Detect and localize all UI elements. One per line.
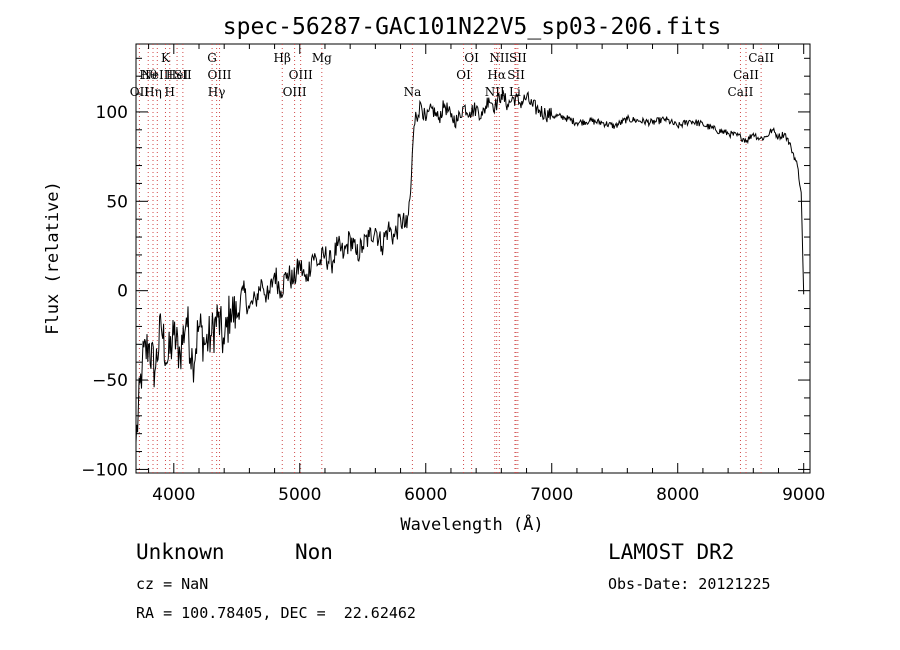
line-marker-label: Mg	[312, 51, 332, 65]
chart-title: spec-56287-GAC101N22V5_sp03-206.fits	[223, 14, 722, 40]
y-tick-label: 100	[96, 103, 128, 123]
line-marker-label: SII	[509, 51, 527, 65]
y-tick-label: −100	[81, 460, 128, 480]
obs-date-text: Obs-Date: 20121225	[608, 575, 771, 593]
line-marker-label: HeI	[166, 68, 189, 82]
line-marker-label: SII	[507, 68, 525, 82]
x-tick-label: 8000	[656, 485, 699, 505]
line-markers: HθHηOIINeIIIKHHeISIIGHγOIIIHβOIIIOIIIMgN…	[130, 44, 774, 473]
spectrum-series-line	[135, 89, 805, 443]
line-marker-label: G	[207, 51, 217, 65]
x-tick-label: 5000	[278, 485, 321, 505]
line-marker-label: CaII	[748, 51, 774, 65]
x-tick-label: 4000	[152, 485, 195, 505]
line-marker-label: K	[161, 51, 171, 65]
class-label: Unknown	[136, 540, 225, 564]
line-marker-label: NII	[489, 51, 509, 65]
y-tick-label: 50	[106, 192, 128, 212]
line-marker-label: Hα	[487, 68, 506, 82]
x-tick-label: 6000	[404, 485, 447, 505]
y-tick-label: 0	[117, 282, 128, 302]
line-marker-label: OII	[130, 85, 150, 99]
subclass-label: Non	[295, 540, 333, 564]
line-marker-label: OIII	[289, 68, 313, 82]
x-tick-label: 9000	[782, 485, 825, 505]
line-marker-label: NeIII	[141, 68, 173, 82]
survey-label: LAMOST DR2	[608, 540, 735, 564]
line-marker-label: H	[165, 85, 175, 99]
y-axis-label: Flux (relative)	[43, 181, 63, 335]
line-marker-label: Na	[404, 85, 422, 99]
plot-frame	[135, 43, 811, 474]
line-marker-label: Li	[509, 85, 521, 99]
x-axis-label: Wavelength (Å)	[400, 513, 543, 535]
axis-ticks: 4000 5000 6000 7000 8000 9000 −100 −50 0 50 100	[81, 44, 825, 505]
coordinates-text: RA = 100.78405, DEC = 22.62462	[136, 604, 416, 622]
line-marker-label: CaII	[733, 68, 759, 82]
y-tick-label: −50	[92, 371, 128, 391]
line-marker-label: OI	[456, 68, 471, 82]
line-marker-label: SII	[174, 68, 192, 82]
redshift-text: cz = NaN	[136, 575, 209, 593]
line-marker-label: Hθ	[139, 68, 157, 82]
line-marker-label: Hγ	[208, 85, 226, 99]
line-marker-label: OIII	[283, 85, 307, 99]
x-tick-label: 7000	[530, 485, 573, 505]
line-marker-label: Hβ	[274, 51, 291, 65]
line-marker-label: OIII	[207, 68, 231, 82]
line-marker-label: OI	[464, 51, 479, 65]
line-marker-label: NII	[485, 85, 505, 99]
line-marker-label: CaII	[728, 85, 754, 99]
